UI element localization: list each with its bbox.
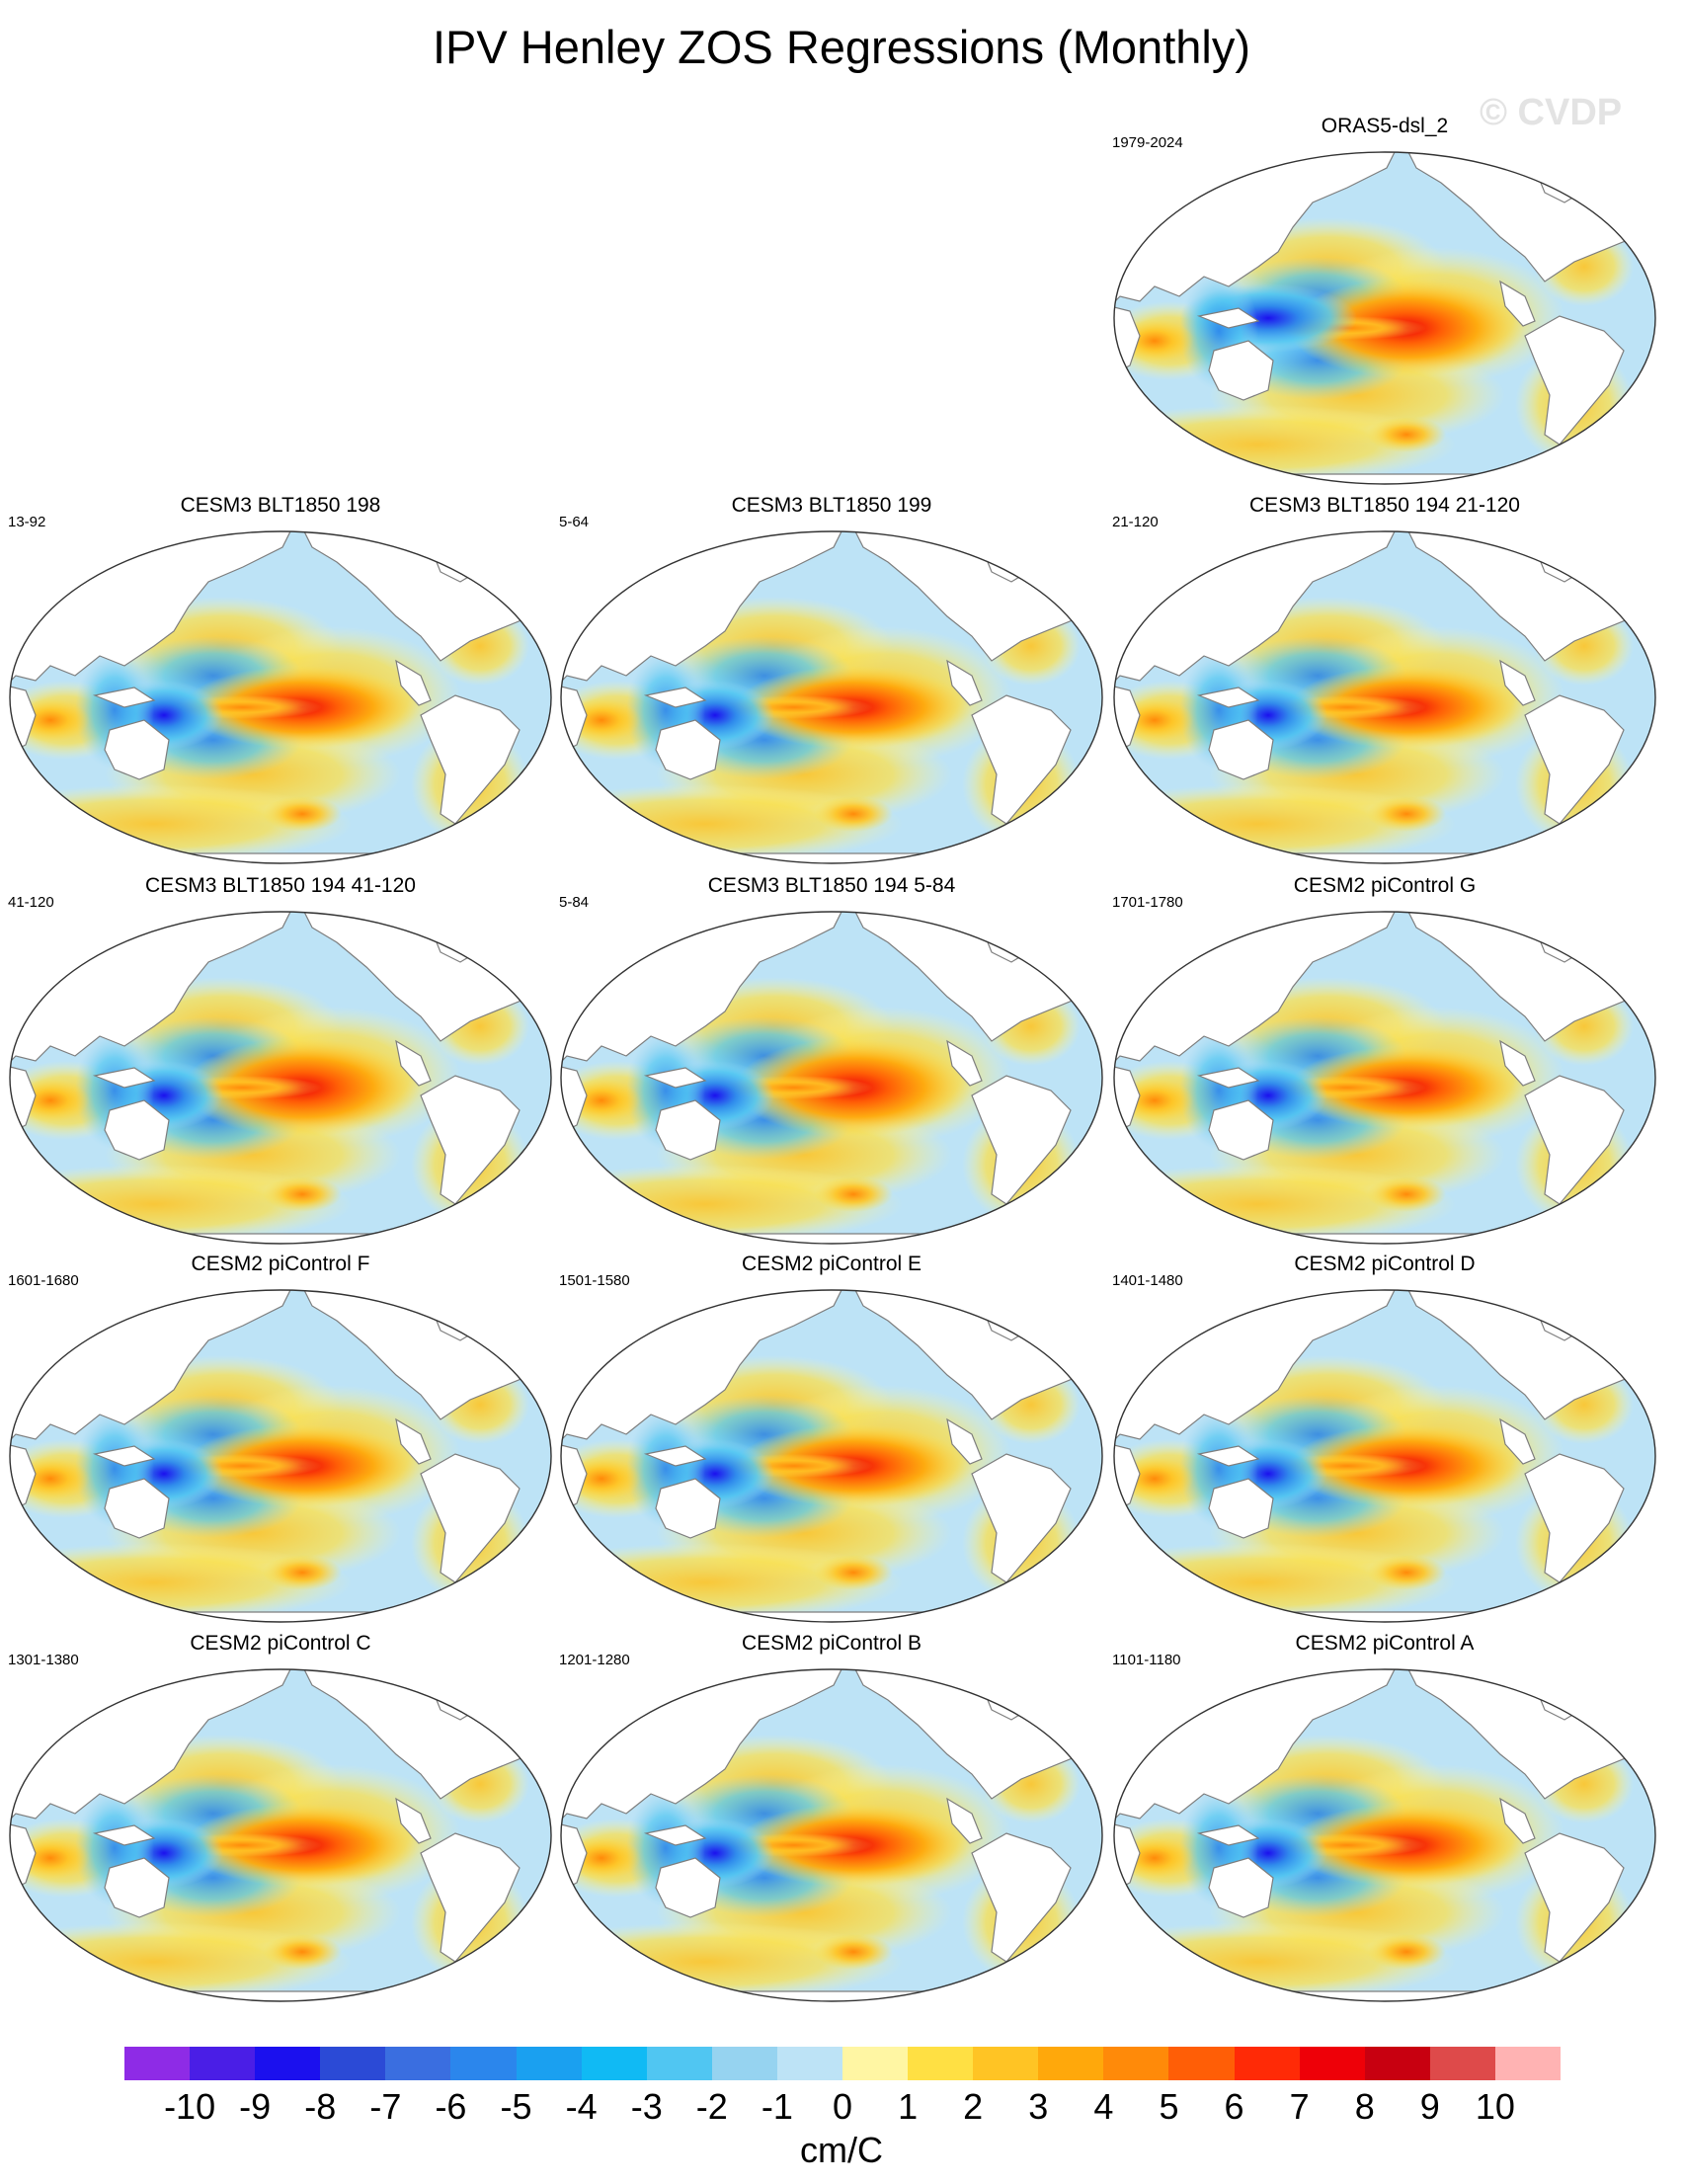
colorbar-tick-label: 1: [898, 2086, 919, 2127]
panel-title: CESM2 piControl C: [190, 1632, 371, 1655]
colorbar-segment: [320, 2047, 386, 2080]
colorbar-segment: [908, 2047, 974, 2080]
colorbar-segment: [842, 2047, 909, 2080]
colorbar-tick-label: 4: [1093, 2086, 1114, 2127]
colorbar-segment: [1234, 2047, 1301, 2080]
colorbar-segment: [581, 2047, 648, 2080]
colorbar-tick-label: 0: [832, 2086, 853, 2127]
regression-map: [560, 530, 1103, 864]
map-panel: CESM3 BLT1850 198 13-92: [4, 494, 557, 869]
regression-map: [560, 1289, 1103, 1623]
map-panel: CESM2 piControl F 1601-1680: [4, 1253, 557, 1628]
panel-years: 1501-1580: [559, 1272, 630, 1289]
colorbar-segment: [1038, 2047, 1104, 2080]
colorbar-segment: [1168, 2047, 1236, 2080]
colorbar-unit: cm/C: [800, 2130, 883, 2170]
regression-map: [560, 1668, 1103, 2002]
panel-title: CESM3 BLT1850 194 5-84: [707, 874, 956, 897]
colorbar-tick-label: -4: [565, 2086, 598, 2127]
colorbar-segment: [1103, 2047, 1169, 2080]
colorbar-segment: [973, 2047, 1039, 2080]
regression-map: [9, 1668, 552, 2002]
colorbar-segment: [450, 2047, 518, 2080]
colorbar-tick-label: -5: [500, 2086, 532, 2127]
panel-years: 1701-1780: [1112, 894, 1183, 911]
watermark: © CVDP: [1480, 92, 1623, 133]
colorbar-tick-label: 9: [1419, 2086, 1440, 2127]
panel-title: CESM3 BLT1850 198: [180, 494, 381, 517]
colorbar-tick-label: 6: [1224, 2086, 1244, 2127]
map-panel: CESM2 piControl D 1401-1480: [1108, 1253, 1661, 1628]
map-panel: CESM3 BLT1850 194 41-120 41-120: [4, 874, 557, 1250]
colorbar-tick-label: 3: [1028, 2086, 1049, 2127]
panel-title: CESM2 piControl D: [1294, 1253, 1476, 1275]
panel-years: 1301-1380: [8, 1652, 79, 1668]
regression-map: [1113, 530, 1656, 864]
panel-years: 21-120: [1112, 514, 1159, 530]
panel-years: 41-120: [8, 894, 54, 911]
map-panel: ORAS5-dsl_2 1979-2024: [1108, 115, 1661, 490]
colorbar-tick-label: -6: [435, 2086, 467, 2127]
map-panel: CESM3 BLT1850 199 5-64: [555, 494, 1108, 869]
panel-title: CESM2 piControl B: [741, 1632, 922, 1655]
panel-years: 5-64: [559, 514, 590, 530]
colorbar-tick-label: -3: [630, 2086, 663, 2127]
colorbar-tick-label: 8: [1354, 2086, 1375, 2127]
map-panel: CESM2 piControl C 1301-1380: [4, 1632, 557, 2007]
regression-map: [9, 911, 552, 1245]
map-panel: CESM2 piControl G 1701-1780: [1108, 874, 1661, 1250]
map-panel: CESM3 BLT1850 194 21-120 21-120: [1108, 494, 1661, 869]
panel-years: 1601-1680: [8, 1272, 79, 1289]
panel-title: CESM3 BLT1850 194 41-120: [145, 874, 416, 897]
colorbar: [124, 2047, 1562, 2082]
panel-title: CESM3 BLT1850 194 21-120: [1249, 494, 1520, 517]
colorbar-segment: [1364, 2047, 1431, 2080]
colorbar-tick-label: -7: [369, 2086, 402, 2127]
colorbar-segment: [776, 2047, 843, 2080]
map-panel: CESM2 piControl A 1101-1180: [1108, 1632, 1661, 2007]
colorbar-tick-label: 2: [963, 2086, 984, 2127]
panel-title: CESM3 BLT1850 199: [731, 494, 932, 517]
colorbar-tick-label: 10: [1475, 2086, 1515, 2127]
colorbar-segment: [516, 2047, 583, 2080]
panel-years: 1979-2024: [1112, 134, 1183, 151]
panel-title: CESM2 piControl A: [1295, 1632, 1475, 1655]
colorbar-tick-label: -2: [695, 2086, 728, 2127]
colorbar-segment: [190, 2047, 256, 2080]
regression-map: [9, 530, 552, 864]
colorbar-tick-label: -10: [164, 2086, 216, 2127]
panel-years: 1401-1480: [1112, 1272, 1183, 1289]
panel-years: 5-84: [559, 894, 590, 911]
regression-map: [560, 911, 1103, 1245]
map-panel: CESM3 BLT1850 194 5-84 5-84: [555, 874, 1108, 1250]
map-panel: CESM2 piControl E 1501-1580: [555, 1253, 1108, 1628]
panel-title: CESM2 piControl G: [1293, 874, 1477, 897]
regression-map: [9, 1289, 552, 1623]
colorbar-tick-label: -1: [761, 2086, 793, 2127]
colorbar-segment: [385, 2047, 451, 2080]
map-panel: CESM2 piControl B 1201-1280: [555, 1632, 1108, 2007]
colorbar-segment: [255, 2047, 321, 2080]
figure-title: IPV Henley ZOS Regressions (Monthly): [432, 21, 1250, 73]
colorbar-tick-label: 5: [1159, 2086, 1179, 2127]
colorbar-segment: [124, 2047, 191, 2080]
regression-map: [1113, 151, 1656, 485]
colorbar-segment: [711, 2047, 778, 2080]
colorbar-segment: [1429, 2047, 1496, 2080]
regression-map: [1113, 1668, 1656, 2002]
panel-years: 1101-1180: [1112, 1652, 1181, 1668]
panel-title: CESM2 piControl E: [741, 1253, 922, 1275]
colorbar-segment: [1299, 2047, 1366, 2080]
colorbar-segment: [646, 2047, 713, 2080]
colorbar-tick-label: -9: [239, 2086, 272, 2127]
panel-title: CESM2 piControl F: [191, 1253, 370, 1275]
panel-title: ORAS5-dsl_2: [1321, 115, 1449, 137]
panel-years: 1201-1280: [559, 1652, 630, 1668]
colorbar-segment: [1494, 2047, 1562, 2080]
regression-map: [1113, 911, 1656, 1245]
panel-years: 13-92: [8, 514, 46, 530]
regression-map: [1113, 1289, 1656, 1623]
colorbar-tick-label: 7: [1289, 2086, 1310, 2127]
colorbar-tick-label: -8: [304, 2086, 337, 2127]
